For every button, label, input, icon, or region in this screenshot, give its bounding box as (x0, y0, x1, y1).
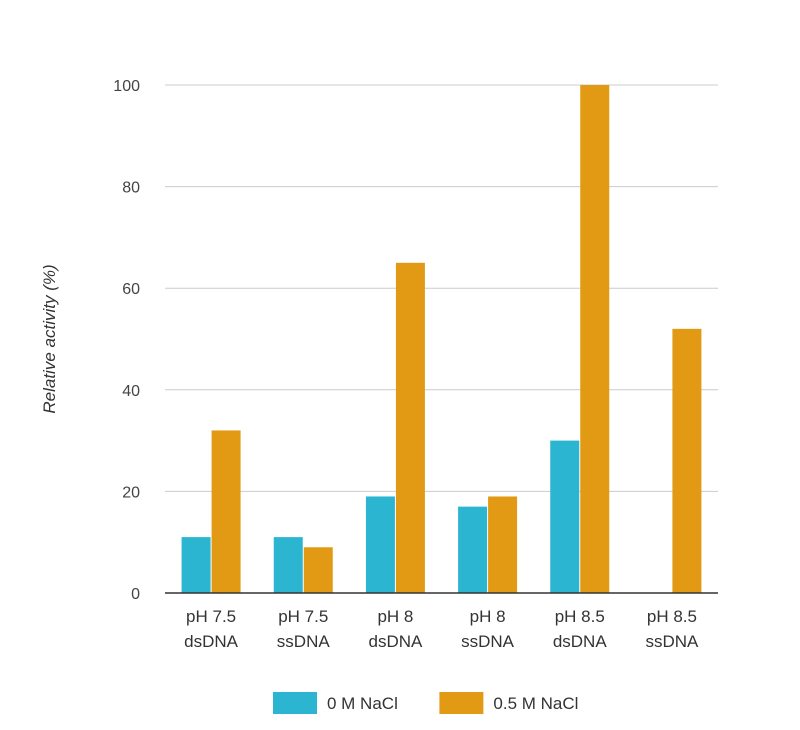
y-tick-label-20: 20 (122, 484, 140, 501)
x-tick-label-1-2: dsDNA (184, 632, 239, 651)
bar-2-1 (211, 430, 241, 593)
bar-2-6 (672, 328, 702, 593)
legend-swatch-1 (273, 692, 317, 714)
bar-1-3 (365, 496, 395, 593)
y-tick-label-80: 80 (122, 180, 140, 197)
x-tick-label-2-2: ssDNA (277, 632, 331, 651)
y-axis-title: Relative activity (%) (40, 264, 59, 413)
legend-swatch-2 (439, 692, 484, 714)
gridlines (165, 84, 718, 492)
legend-label-1: 0 M NaCl (327, 694, 398, 713)
x-tick-label-6-2: ssDNA (645, 632, 699, 651)
x-tick-label-4-1: pH 8 (470, 607, 506, 626)
x-tick-label-3-1: pH 8 (377, 607, 413, 626)
bar-2-5 (580, 85, 610, 593)
x-tick-label-3-2: dsDNA (368, 632, 423, 651)
x-tick-label-1-1: pH 7.5 (186, 607, 236, 626)
bar-1-4 (458, 506, 488, 593)
x-tick-label-4-2: ssDNA (461, 632, 515, 651)
bar-2-4 (488, 496, 518, 593)
bar-1-2 (273, 537, 303, 593)
y-axis-tick-labels: 0 20 40 60 80 100 (113, 78, 140, 603)
bar-1-5 (550, 440, 580, 593)
bar-2-3 (395, 262, 425, 593)
y-tick-label-40: 40 (122, 383, 140, 400)
bars (181, 85, 702, 593)
bar-1-1 (181, 537, 211, 593)
legend-label-2: 0.5 M NaCl (493, 694, 578, 713)
y-tick-label-60: 60 (122, 281, 140, 298)
x-tick-label-5-1: pH 8.5 (555, 607, 605, 626)
x-axis-category-labels: pH 7.5 dsDNA pH 7.5 ssDNA pH 8 dsDNA pH 8 ssDNA… (184, 607, 699, 651)
bar-2-2 (303, 547, 333, 593)
x-tick-label-6-1: pH 8.5 (647, 607, 697, 626)
x-tick-label-5-2: dsDNA (553, 632, 608, 651)
legend: 0 M NaCl 0.5 M NaCl (273, 692, 578, 714)
y-tick-label-100: 100 (113, 78, 140, 95)
y-tick-label-0: 0 (131, 586, 140, 603)
x-tick-label-2-1: pH 7.5 (278, 607, 328, 626)
